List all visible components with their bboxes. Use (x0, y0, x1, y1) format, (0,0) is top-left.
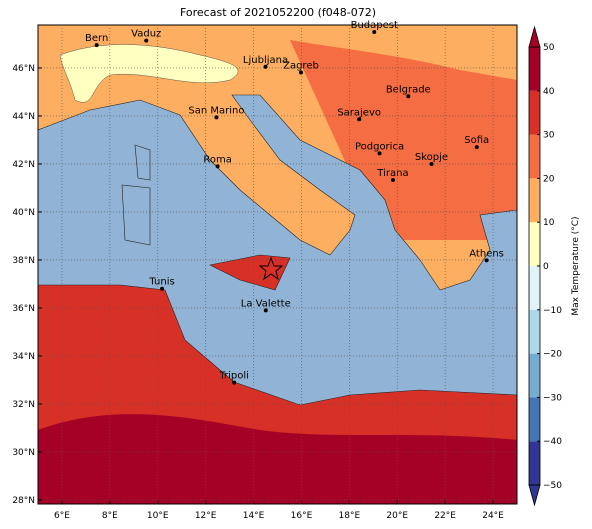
city-label: Tunis (148, 277, 174, 288)
city-dot (214, 115, 219, 120)
x-tick-label: 10°E (147, 511, 169, 521)
x-tick-label: 24°E (482, 511, 504, 521)
x-tick-label: 20°E (386, 511, 408, 521)
y-tick-label: 28°N (12, 496, 35, 506)
city-label: Bern (85, 33, 108, 44)
city-label: San Marino (188, 105, 244, 116)
city-label: Athens (469, 248, 504, 259)
x-tick-label: 16°E (291, 511, 313, 521)
map-field (38, 25, 517, 504)
city-dot (215, 164, 220, 169)
colorbar-extend-top (528, 25, 541, 48)
colorbar-tick-label: 20 (543, 174, 555, 184)
city-label: La Valette (241, 298, 291, 309)
corsica (134, 144, 151, 181)
x-tick-label: 14°E (243, 511, 265, 521)
colorbar-band (529, 441, 540, 485)
city-label: Tirana (376, 168, 408, 179)
colorbar-band (529, 309, 540, 354)
x-tick-label: 6°E (54, 511, 70, 521)
colorbar-tick-label: −10 (543, 306, 562, 316)
city-label: Ljubljana (243, 55, 288, 66)
city-dot (377, 151, 382, 156)
city-dot (263, 64, 268, 69)
x-tick-label: 22°E (434, 511, 456, 521)
colorbar-band (529, 222, 540, 266)
city-dot (160, 286, 165, 291)
colorbar-tick-label: 10 (543, 218, 555, 228)
colorbar-extend-bottom (528, 484, 541, 507)
city-dot (429, 161, 434, 166)
city-label: Tripoli (218, 371, 249, 382)
colorbar-band (529, 353, 540, 398)
colorbar-tick-label: 40 (543, 87, 555, 97)
city-label: Belgrade (386, 84, 431, 95)
city-label: Zagreb (283, 61, 319, 72)
city-dot (298, 70, 303, 75)
y-tick-label: 34°N (12, 352, 35, 362)
colorbar-label: Max Temperature (°C) (571, 216, 581, 315)
y-tick-label: 30°N (12, 448, 35, 458)
city-dot (484, 258, 489, 263)
colorbar-tick-label: −50 (543, 481, 562, 491)
alps-cool (59, 44, 238, 103)
colorbar-band (529, 178, 540, 223)
y-tick-label: 44°N (12, 112, 35, 122)
map-frame (37, 24, 518, 505)
city-dot (144, 38, 149, 43)
x-tick-label: 18°E (339, 511, 361, 521)
city-label: Vaduz (131, 29, 161, 40)
city-dot (372, 29, 377, 34)
y-tick-label: 38°N (12, 256, 35, 266)
city-label: Podgorica (355, 141, 404, 152)
colorbar-tick-label: −20 (543, 350, 562, 360)
colorbar-band (529, 47, 540, 91)
colorbar-tick-label: 50 (543, 43, 555, 53)
city-dot (474, 145, 479, 150)
event-star (258, 256, 284, 281)
city-label: Budapest (351, 20, 398, 31)
colorbar-tick-label: −30 (543, 393, 562, 403)
colorbar-tick-label: 30 (543, 131, 555, 141)
city-dot (390, 178, 395, 183)
x-tick-label: 8°E (102, 511, 118, 521)
city-label: Roma (203, 154, 232, 165)
colorbar-band (529, 397, 540, 442)
city-dot (232, 380, 237, 385)
y-tick-label: 46°N (12, 64, 35, 74)
city-dot (406, 94, 411, 99)
colorbar-band (529, 266, 540, 310)
city-label: Sofia (464, 135, 489, 146)
x-tick-label: 12°E (195, 511, 217, 521)
map-title: Forecast of 2021052200 (f048-072) (180, 6, 376, 19)
city-label: Skopje (415, 152, 448, 163)
city-label: Sarajevo (337, 107, 381, 118)
y-tick-label: 32°N (12, 400, 35, 410)
city-dot (357, 117, 362, 122)
colorbar-tick-label: −40 (543, 437, 562, 447)
y-tick-label: 40°N (12, 208, 35, 218)
y-tick-label: 42°N (12, 160, 35, 170)
sardinia (121, 184, 151, 246)
city-dot (263, 308, 268, 313)
colorbar-tick-label: 0 (543, 262, 549, 272)
colorbar-band (529, 134, 540, 179)
city-dot (94, 43, 99, 48)
y-tick-label: 36°N (12, 304, 35, 314)
colorbar-band (529, 90, 540, 135)
balkans-warm (290, 40, 517, 240)
